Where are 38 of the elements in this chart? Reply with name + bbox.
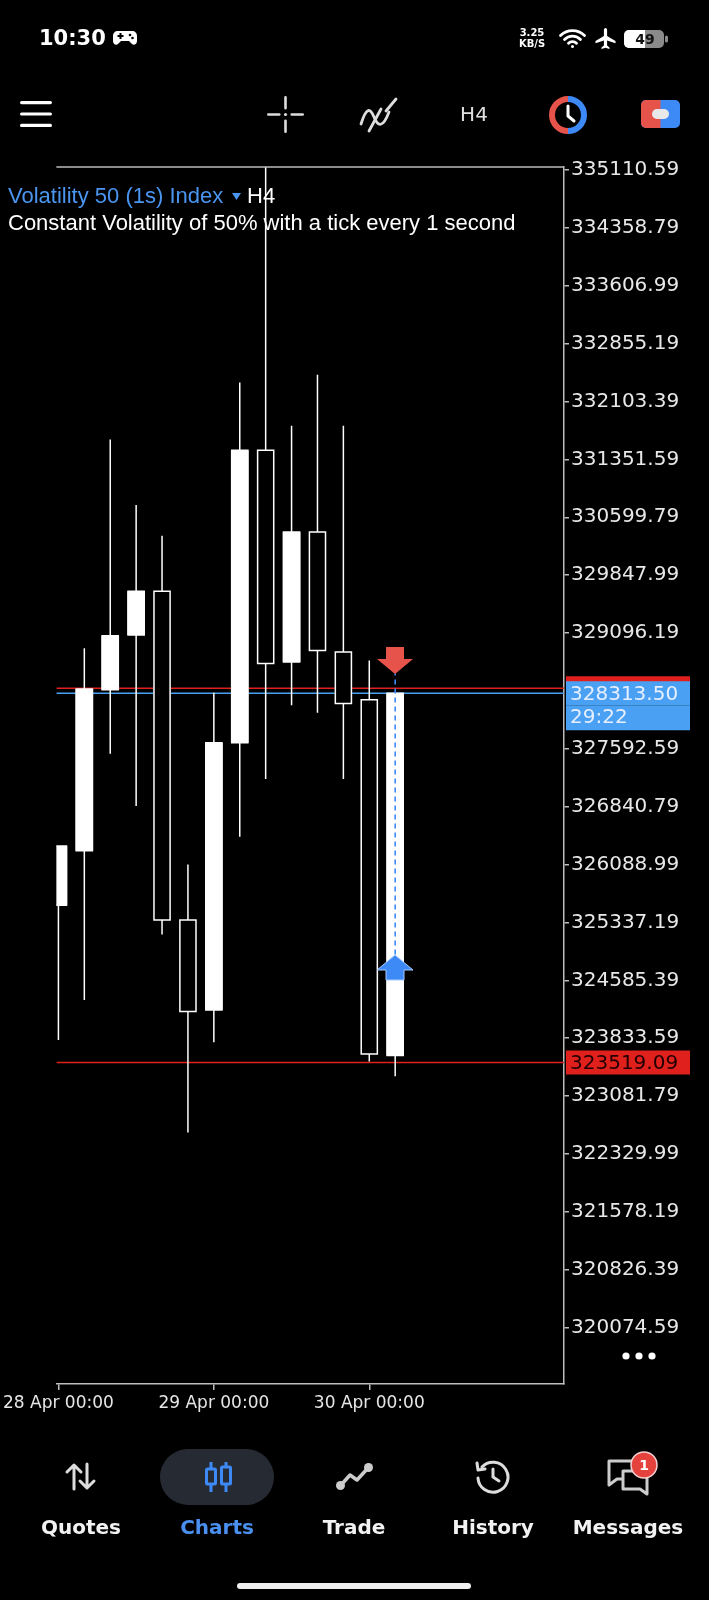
text: Trade (322, 1515, 386, 1539)
text: 10:30 (39, 26, 106, 50)
y-tick-label: 329847.99 (571, 561, 680, 586)
text: 1 (639, 1457, 649, 1473)
x-tick-label: 29 Apr 00:00 (158, 1391, 270, 1412)
y-tick-label: 330599.79 (571, 503, 680, 528)
y-tick-label: 334358.79 (571, 214, 680, 239)
y-tick-label: 326088.99 (571, 850, 680, 875)
ref-line-label: 323519.09 (570, 1049, 679, 1074)
y-tick-label: 322329.99 (571, 1140, 680, 1165)
text: 49 (635, 31, 655, 47)
text: Charts (180, 1515, 254, 1539)
y-tick-label: 323833.59 (571, 1024, 680, 1049)
text: 3.25 (519, 26, 545, 38)
ref-line-label: 328313.50 (570, 680, 679, 705)
y-tick-label: 326840.79 (571, 792, 680, 817)
y-tick-label: 329096.19 (571, 619, 680, 644)
text: KB/S (518, 37, 546, 49)
y-tick-label: 335110.59 (571, 156, 680, 181)
text: History (452, 1515, 534, 1539)
y-tick-label: 331351.59 (571, 445, 680, 470)
text: Volatility 50 (1s) Index (8, 183, 224, 209)
y-tick-label: 325337.19 (571, 908, 680, 933)
y-tick-label: 332103.39 (571, 387, 680, 412)
y-tick-label: 332855.19 (571, 329, 680, 354)
y-tick-label: 327592.59 (571, 735, 680, 760)
y-tick-label: 320826.39 (571, 1255, 680, 1280)
y-tick-label: 321578.19 (571, 1198, 680, 1223)
text: Quotes (40, 1515, 122, 1539)
y-tick-label: 320074.59 (571, 1313, 680, 1338)
x-tick-label: 28 Apr 00:00 (3, 1391, 114, 1412)
y-tick-label: 323081.79 (571, 1082, 680, 1107)
y-tick-label: 324585.39 (571, 966, 680, 991)
text: Messages (572, 1515, 684, 1539)
x-tick-label: 30 Apr 00:00 (313, 1391, 425, 1412)
text: 29:22 (570, 703, 628, 728)
y-tick-label: 333606.99 (571, 271, 680, 296)
text: H4 (460, 102, 488, 126)
